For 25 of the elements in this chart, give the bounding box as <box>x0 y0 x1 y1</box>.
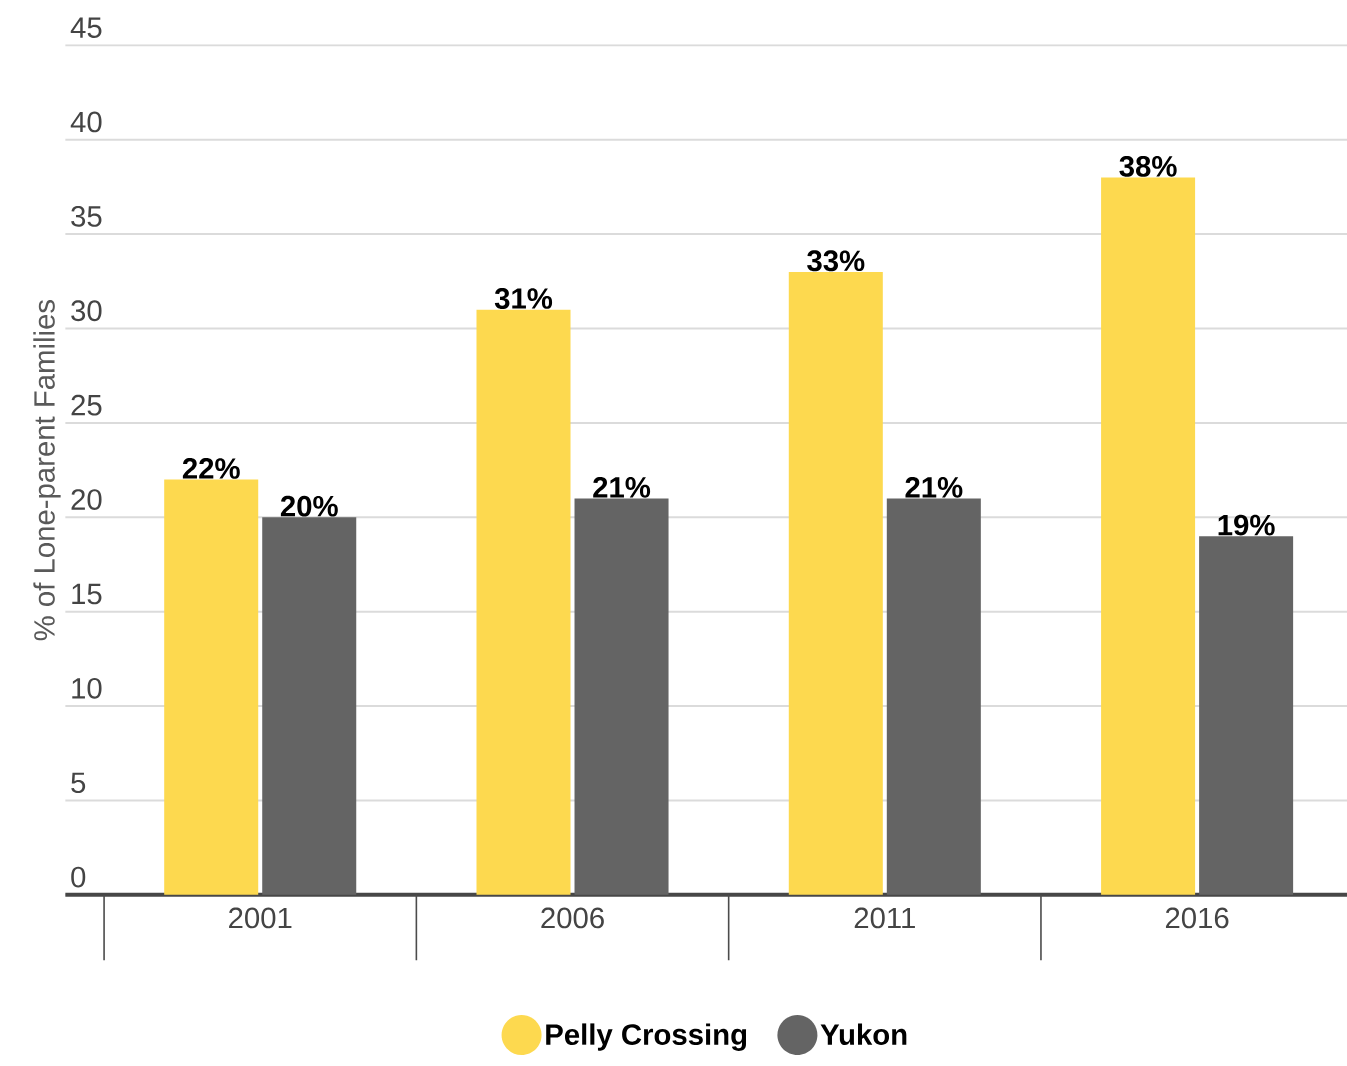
data-label: 31% <box>494 288 553 310</box>
y-tick-label: 15 <box>72 584 102 605</box>
y-tick-label: 30 <box>71 300 102 322</box>
x-tick-label: 2001 <box>229 907 292 929</box>
y-tick-label: 0 <box>71 866 86 888</box>
x-tick-label: 2011 <box>854 907 915 929</box>
data-label: 33% <box>807 250 865 272</box>
y-tick-label: 5 <box>71 772 86 794</box>
y-axis-title: % of Lone-parent Families <box>33 300 61 641</box>
x-tick-label: 2016 <box>1165 907 1229 929</box>
y-tick-label: 40 <box>70 111 102 133</box>
data-label: 38% <box>1119 156 1177 177</box>
y-tick-label: 10 <box>72 678 102 699</box>
y-tick-label: 20 <box>71 489 102 511</box>
data-label: 20% <box>280 496 338 517</box>
legend-label: Pelly Crossing <box>546 1023 747 1052</box>
data-label: 19% <box>1218 514 1275 536</box>
legend-label: Yukon <box>820 1023 907 1046</box>
data-label: 21% <box>593 477 651 498</box>
data-label: 21% <box>905 477 963 498</box>
x-tick-label: 2006 <box>541 907 604 929</box>
y-tick-label: 45 <box>70 17 102 39</box>
data-label: 22% <box>182 458 240 480</box>
y-tick-label: 35 <box>71 206 102 227</box>
y-tick-label: 25 <box>71 394 102 416</box>
